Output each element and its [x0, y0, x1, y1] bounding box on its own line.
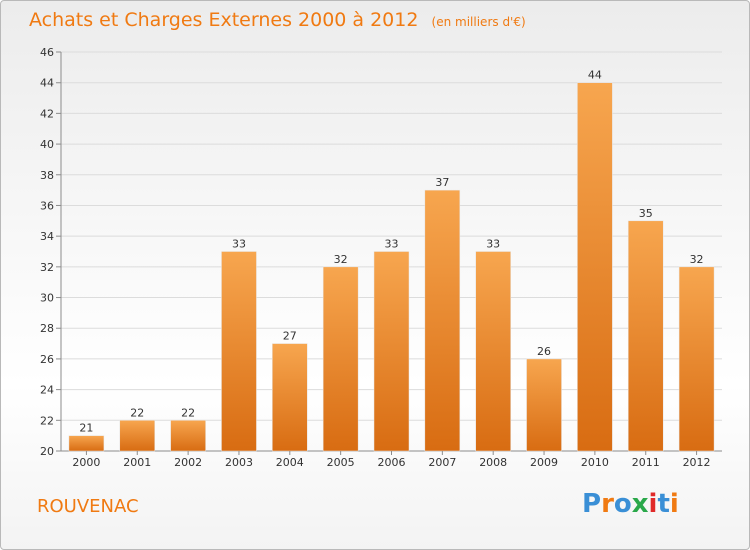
logo-letter: i: [669, 489, 679, 519]
logo-letter: t: [657, 489, 670, 519]
y-tick-label: 24: [40, 384, 54, 397]
commune-name: ROUVENAC: [37, 496, 139, 517]
bar: [678, 266, 715, 452]
x-tick-label: 2005: [327, 456, 355, 469]
data-label: 33: [385, 238, 399, 251]
bar: [272, 343, 308, 452]
x-tick-label: 2002: [174, 456, 202, 469]
logo-letter: i: [648, 489, 658, 519]
y-tick-label: 26: [40, 353, 54, 366]
y-tick-label: 44: [40, 77, 54, 90]
x-tick-label: 2000: [72, 456, 100, 469]
y-tick-label: 36: [40, 199, 54, 212]
bar: [221, 251, 257, 452]
x-tick-label: 2008: [479, 456, 507, 469]
logo-letter: o: [613, 489, 632, 519]
data-label: 27: [283, 330, 297, 343]
x-tick-label: 2006: [378, 456, 406, 469]
x-tick-label: 2004: [276, 456, 304, 469]
data-label: 22: [130, 406, 144, 419]
data-label: 32: [334, 253, 348, 266]
y-tick-label: 22: [40, 414, 54, 427]
data-label: 35: [639, 207, 653, 220]
bar: [526, 358, 562, 452]
bar: [68, 435, 105, 452]
proxiti-logo: Proxiti: [582, 489, 679, 519]
y-tick-label: 34: [40, 230, 54, 243]
x-tick-label: 2001: [123, 456, 151, 469]
x-tick-label: 2009: [530, 456, 558, 469]
x-tick-label: 2011: [632, 456, 660, 469]
x-tick-label: 2012: [683, 456, 711, 469]
data-label: 21: [79, 422, 93, 435]
data-label: 22: [181, 406, 195, 419]
y-tick-label: 20: [40, 445, 54, 458]
logo-letter: P: [582, 489, 602, 519]
title-row: Achats et Charges Externes 2000 à 2012 (…: [29, 9, 526, 31]
y-tick-label: 46: [40, 46, 54, 59]
bar: [475, 251, 511, 452]
x-tick-label: 2010: [581, 456, 609, 469]
logo-letter: x: [631, 489, 649, 519]
bar: [424, 189, 461, 452]
bar: [322, 266, 359, 452]
bar: [373, 251, 410, 452]
bar: [170, 420, 206, 452]
bar: [119, 420, 156, 452]
y-tick-label: 40: [40, 138, 54, 151]
data-label: 37: [435, 176, 449, 189]
x-tick-label: 2007: [428, 456, 456, 469]
data-label: 26: [537, 345, 551, 358]
data-label: 33: [486, 238, 500, 251]
x-tick-label: 2003: [225, 456, 253, 469]
y-tick-label: 32: [40, 261, 54, 274]
y-tick-label: 28: [40, 322, 54, 335]
data-label: 44: [588, 69, 602, 82]
bar: [627, 220, 664, 452]
data-label: 33: [232, 238, 246, 251]
bar: [577, 82, 613, 452]
chart-title: Achats et Charges Externes 2000 à 2012: [29, 9, 419, 31]
logo-letter: r: [601, 489, 614, 519]
y-tick-label: 42: [40, 107, 54, 120]
data-label: 32: [690, 253, 704, 266]
y-tick-label: 30: [40, 292, 54, 305]
chart-subtitle: (en milliers d'€): [431, 15, 526, 29]
y-tick-label: 38: [40, 169, 54, 182]
